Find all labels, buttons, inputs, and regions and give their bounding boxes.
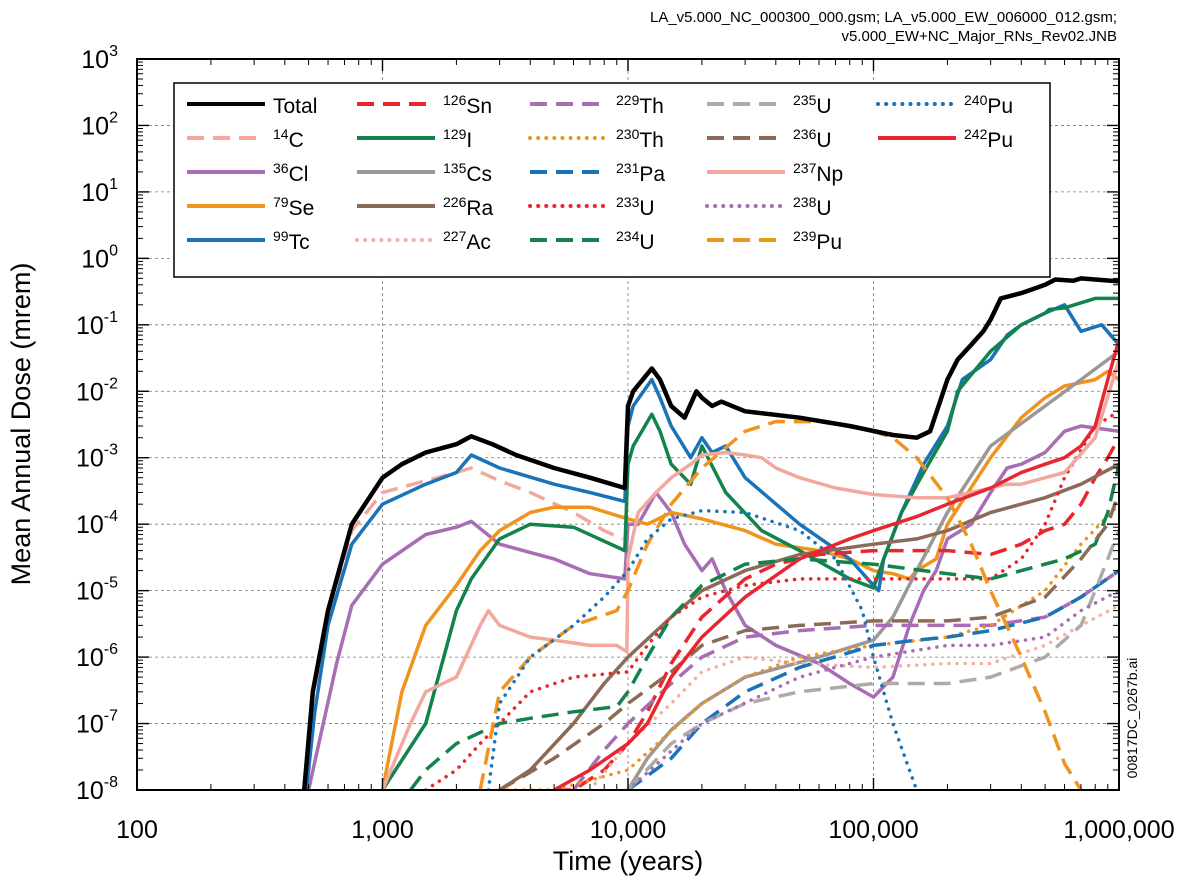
x-axis-ticks: 100 1,000 10,000 100,000 1,000,000: [116, 59, 1175, 844]
legend-label-239pu: 239Pu: [793, 228, 842, 254]
y-tick-label: 10-1: [76, 309, 118, 340]
y-tick-label: 10-5: [76, 575, 118, 606]
legend-label-79se: 79Se: [273, 194, 314, 220]
legend-label-129i: 129I: [443, 126, 472, 152]
legend-label-230th: 230Th: [616, 126, 664, 152]
legend-label-36cl: 36Cl: [273, 160, 308, 186]
legend-label-233u: 233U: [616, 194, 655, 220]
legend-label-240pu: 240Pu: [964, 92, 1013, 118]
source-note-line2: v5.000_EW+NC_Major_RNs_Rev02.JNB: [841, 28, 1117, 45]
y-tick-label: 10-3: [76, 442, 118, 473]
y-tick-label: 10-7: [76, 708, 118, 739]
y-tick-label: 10-8: [76, 774, 118, 805]
legend-label-227ac: 227Ac: [443, 228, 491, 254]
series-line-242pu: [553, 339, 1119, 790]
series-line-226ra: [498, 462, 1119, 790]
y-tick-label: 10-6: [76, 641, 118, 672]
legend: Total 14C 36Cl 79Se 99Tc 126Sn 129I 135Cs 226Ra 2…: [173, 82, 1051, 278]
series-line-229th: [572, 569, 1119, 790]
series-line-135cs: [626, 349, 1119, 790]
plot-frame: [136, 58, 1120, 791]
x-tick-label: 100,000: [828, 816, 918, 844]
series-line-total: [301, 276, 1119, 790]
series-line-238u: [626, 588, 1119, 790]
y-tick-label: 101: [81, 176, 118, 207]
legend-label-231pa: 231Pa: [616, 160, 665, 186]
y-axis-ticks: 10-8 10-7 10-6 10-5 10-4 10-3 10-2 10-1 100 101 10…: [76, 43, 1119, 805]
legend-label-99tc: 99Tc: [273, 228, 310, 254]
legend-label-135cs: 135Cs: [443, 160, 492, 186]
y-tick-label: 102: [81, 109, 118, 140]
series-line-129i: [381, 296, 1119, 790]
y-axis-label: Mean Annual Dose (mrem): [6, 263, 36, 586]
series-line-126sn: [554, 436, 1119, 790]
series-layer: [301, 276, 1119, 790]
series-line-233u: [423, 409, 1119, 790]
figure-id: 00817DC_0267b.ai: [1124, 658, 1140, 779]
series-line-79se: [380, 369, 1119, 790]
series-line-236u: [498, 491, 1119, 790]
series-line-14c: [302, 466, 624, 790]
legend-box: [173, 82, 1051, 278]
series-line-235u: [626, 529, 1119, 790]
series-line-239pu: [478, 419, 1083, 790]
y-tick-label: 10-2: [76, 375, 118, 406]
legend-label-226ra: 226Ra: [443, 194, 494, 220]
x-axis-label: Time (years): [553, 846, 704, 876]
series-line-231pa: [626, 569, 1119, 790]
series-line-230th: [497, 502, 1119, 790]
legend-label-total: Total: [273, 95, 317, 118]
series-line-240pu: [486, 508, 919, 790]
legend-label-236u: 236U: [793, 126, 832, 152]
legend-label-234u: 234U: [616, 228, 655, 254]
legend-label-235u: 235U: [793, 92, 832, 118]
x-tick-label: 100: [116, 816, 158, 844]
legend-label-237np: 237Np: [793, 160, 843, 186]
legend-label-14c: 14C: [273, 126, 304, 152]
series-line-234u: [409, 463, 1119, 790]
legend-label-126sn: 126Sn: [443, 92, 492, 118]
legend-label-229th: 229Th: [616, 92, 664, 118]
source-note-line1: LA_v5.000_NC_000300_000.gsm; LA_v5.000_E…: [650, 9, 1117, 26]
y-tick-label: 10-4: [76, 508, 118, 539]
series-line-227ac: [588, 603, 1119, 790]
x-tick-label: 1,000: [351, 816, 414, 844]
x-tick-label: 1,000,000: [1063, 816, 1174, 844]
legend-label-238u: 238U: [793, 194, 832, 220]
x-tick-label: 10,000: [590, 816, 666, 844]
y-tick-label: 100: [81, 242, 118, 273]
series-line-36cl: [306, 424, 1119, 790]
legend-label-242pu: 242Pu: [964, 126, 1013, 152]
y-tick-label: 103: [81, 43, 118, 74]
